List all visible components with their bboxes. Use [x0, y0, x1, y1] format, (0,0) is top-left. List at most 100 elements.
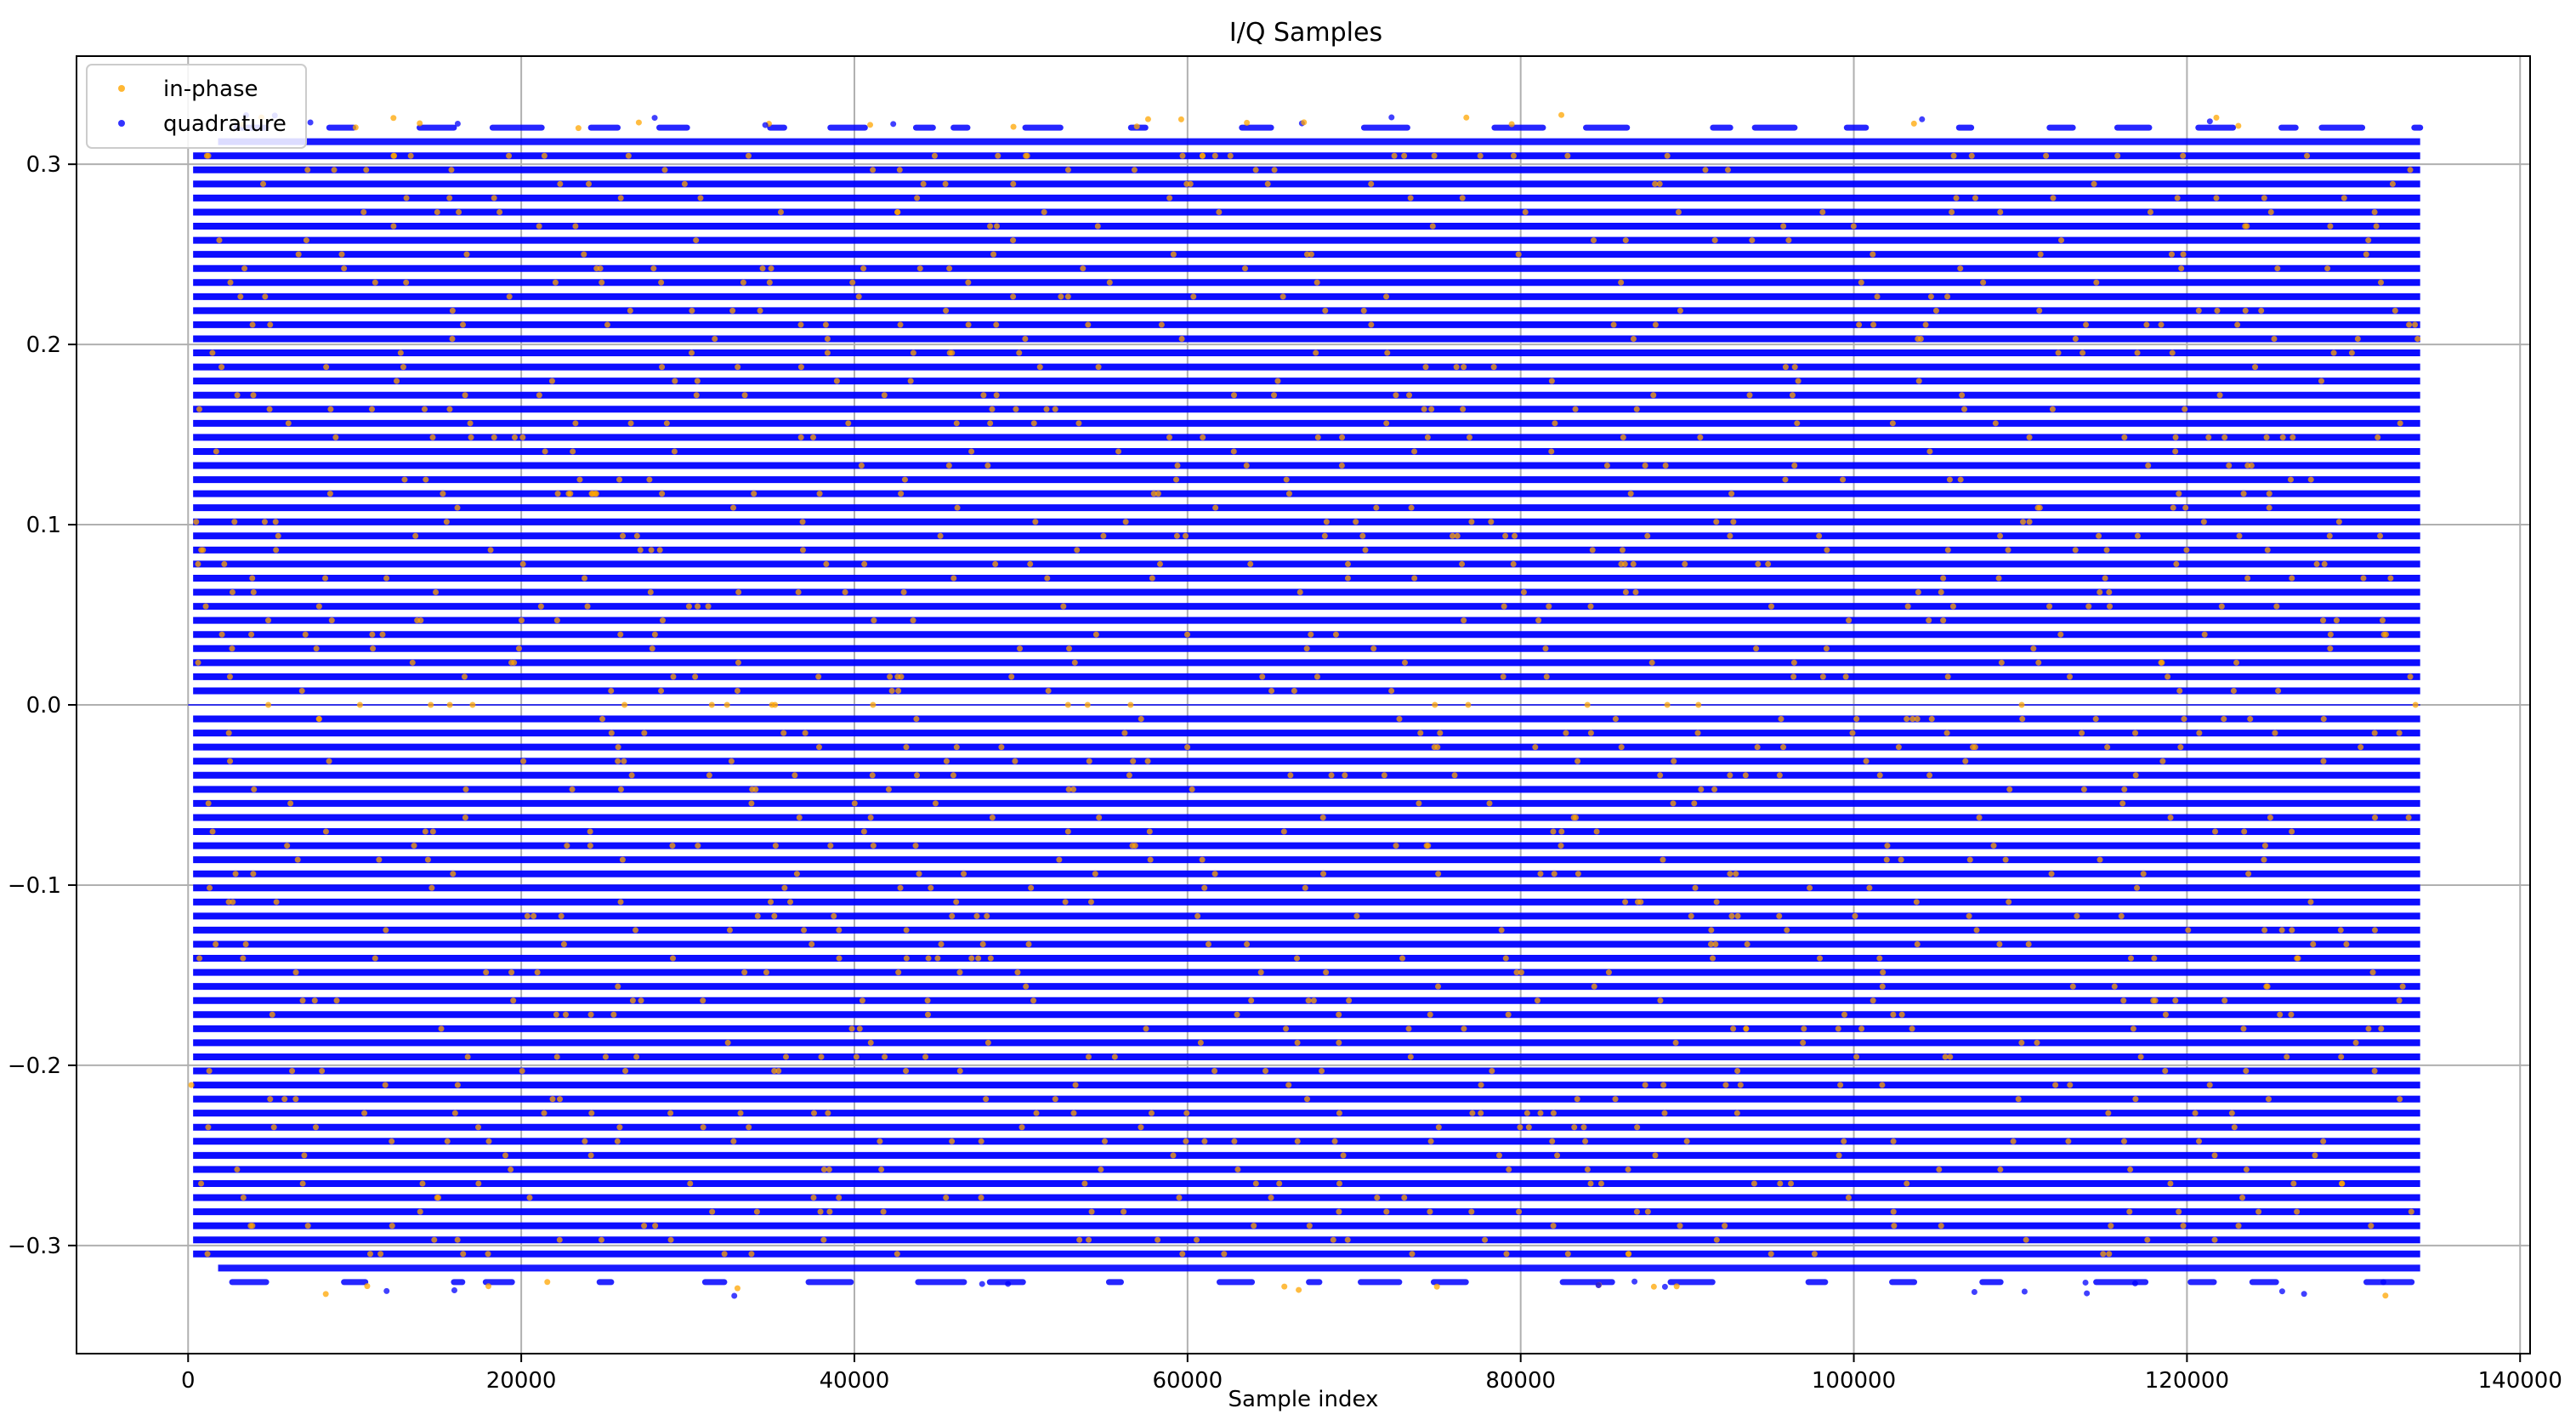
- in-phase-point: [987, 420, 994, 427]
- in-phase-point: [576, 476, 583, 483]
- in-phase-point: [2397, 420, 2403, 427]
- in-phase-point: [870, 701, 877, 708]
- in-phase-point: [845, 420, 852, 427]
- in-phase-point: [1966, 912, 1972, 919]
- in-phase-point: [802, 730, 809, 736]
- in-phase-point: [1391, 152, 1398, 159]
- in-phase-point: [855, 293, 862, 300]
- in-phase-point: [1435, 1124, 1442, 1131]
- in-phase-point: [1359, 532, 1366, 539]
- in-phase-point: [422, 828, 428, 835]
- in-phase-point: [1926, 772, 1933, 779]
- in-phase-point: [1297, 589, 1303, 596]
- in-phase-point: [242, 940, 249, 947]
- in-phase-point: [706, 772, 712, 779]
- in-phase-point: [900, 589, 907, 596]
- in-phase-point: [1340, 1152, 1347, 1159]
- in-phase-point: [1712, 940, 1719, 947]
- in-phase-point: [1138, 1124, 1144, 1131]
- in-phase-point: [1096, 814, 1103, 821]
- in-phase-point: [1129, 843, 1136, 849]
- in-phase-point: [2152, 997, 2159, 1004]
- in-phase-point: [1166, 195, 1173, 202]
- in-phase-point: [372, 279, 378, 286]
- in-phase-point: [1304, 1096, 1311, 1103]
- in-phase-point: [1552, 420, 1558, 427]
- in-phase-point: [2241, 828, 2248, 835]
- in-phase-point: [615, 758, 621, 764]
- in-phase-point: [792, 772, 798, 779]
- in-phase-point: [2242, 307, 2249, 314]
- in-phase-point: [1505, 1011, 1512, 1018]
- in-phase-point: [797, 364, 804, 371]
- in-phase-point: [1287, 772, 1294, 779]
- in-phase-point: [241, 265, 248, 272]
- in-phase-point: [1734, 1068, 1741, 1075]
- in-phase-point: [575, 125, 582, 132]
- in-phase-point: [1064, 293, 1071, 300]
- in-phase-point: [993, 321, 1000, 328]
- in-phase-point: [1028, 884, 1035, 891]
- in-phase-point: [1837, 1082, 1844, 1088]
- in-phase-point: [2058, 237, 2065, 244]
- in-phase-point: [1727, 772, 1733, 779]
- in-phase-point: [667, 1110, 674, 1116]
- in-phase-point: [1950, 152, 1957, 159]
- in-phase-point: [689, 307, 695, 314]
- in-phase-point: [1323, 519, 1330, 525]
- in-phase-point: [1088, 1208, 1095, 1215]
- in-phase-point: [2132, 1096, 2139, 1103]
- in-phase-point: [2352, 1039, 2359, 1046]
- in-phase-point: [225, 730, 232, 736]
- in-phase-point: [1126, 772, 1132, 779]
- in-phase-point: [284, 843, 291, 849]
- in-phase-point: [198, 547, 205, 554]
- in-phase-point: [1947, 1053, 1954, 1060]
- in-phase-point: [1257, 969, 1264, 976]
- in-phase-point: [333, 997, 340, 1004]
- in-phase-point: [419, 1180, 426, 1187]
- in-phase-point: [867, 122, 874, 128]
- in-phase-point: [326, 758, 332, 764]
- in-phase-point: [2389, 180, 2396, 187]
- in-phase-point: [370, 645, 377, 652]
- in-phase-point: [1211, 871, 1218, 877]
- quadrature-point: [451, 1286, 457, 1293]
- in-phase-point: [537, 603, 544, 610]
- in-phase-point: [1409, 1251, 1416, 1258]
- in-phase-point: [956, 969, 963, 976]
- in-phase-point: [1895, 744, 1902, 751]
- in-phase-point: [1321, 532, 1328, 539]
- in-phase-point: [2396, 997, 2403, 1004]
- in-phase-point: [1320, 871, 1327, 877]
- in-phase-point: [1966, 856, 1973, 863]
- in-phase-point: [2235, 1223, 2242, 1229]
- in-phase-point: [289, 1068, 296, 1075]
- in-phase-point: [456, 208, 462, 215]
- in-phase-point: [1221, 1251, 1228, 1258]
- in-phase-point: [1183, 1138, 1189, 1144]
- in-phase-point: [2180, 152, 2187, 159]
- in-phase-point: [1518, 969, 1524, 976]
- in-phase-point: [672, 378, 678, 384]
- in-phase-point: [687, 1180, 694, 1187]
- in-phase-point: [1296, 1286, 1302, 1293]
- in-phase-point: [1713, 519, 1720, 525]
- in-phase-point: [1730, 1025, 1737, 1032]
- in-phase-point: [1461, 617, 1467, 624]
- y-axis: −0.3 −0.2 −0.1 0.0 0.1 0.2 0.3: [8, 152, 77, 1259]
- in-phase-point: [454, 504, 461, 511]
- y-tick-label: −0.1: [8, 873, 61, 899]
- in-phase-point: [1571, 1124, 1578, 1131]
- in-phase-point: [1428, 406, 1435, 412]
- in-phase-point: [391, 152, 398, 159]
- in-phase-point: [1411, 448, 1418, 455]
- in-phase-point: [1543, 673, 1550, 680]
- in-phase-point: [2185, 927, 2192, 934]
- quadrature-point: [890, 121, 897, 128]
- y-tick-label: 0.1: [26, 513, 61, 538]
- in-phase-point: [616, 1124, 623, 1131]
- in-phase-point: [602, 1053, 609, 1060]
- in-phase-point: [621, 758, 627, 764]
- in-phase-point: [681, 180, 688, 187]
